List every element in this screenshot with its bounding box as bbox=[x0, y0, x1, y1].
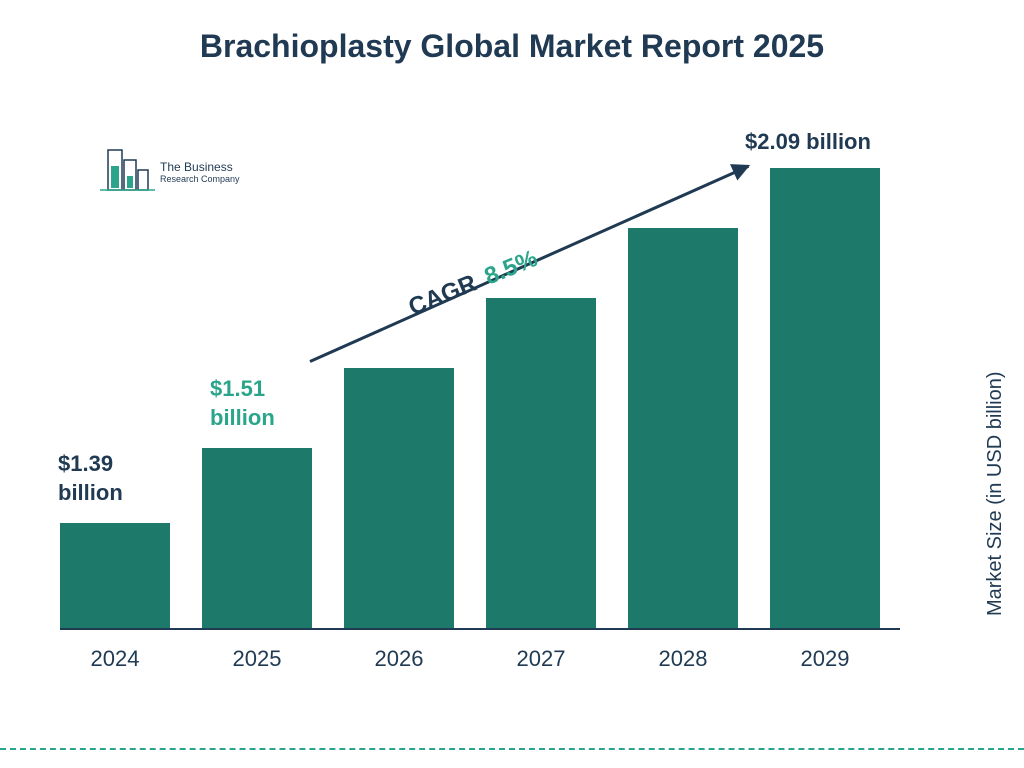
bar-2028 bbox=[628, 228, 738, 628]
xlabel-2027: 2027 bbox=[486, 646, 596, 672]
xlabel-2029: 2029 bbox=[770, 646, 880, 672]
bars-plot-area bbox=[60, 120, 900, 630]
xlabel-2026: 2026 bbox=[344, 646, 454, 672]
bar-2029 bbox=[770, 168, 880, 628]
bar-chart: 2024 2025 2026 2027 2028 2029 bbox=[60, 120, 900, 680]
value-label-2025: $1.51 billion bbox=[210, 375, 300, 432]
bar-2026 bbox=[344, 368, 454, 628]
value-2024-amount: $1.39 bbox=[58, 451, 113, 476]
chart-title: Brachioplasty Global Market Report 2025 bbox=[0, 0, 1024, 65]
value-2024-unit: billion bbox=[58, 480, 123, 505]
bar-2025 bbox=[202, 448, 312, 628]
xlabel-2024: 2024 bbox=[60, 646, 170, 672]
xlabel-2028: 2028 bbox=[628, 646, 738, 672]
value-2025-amount: $1.51 bbox=[210, 376, 265, 401]
bar-2027 bbox=[486, 298, 596, 628]
bottom-dashed-border bbox=[0, 748, 1024, 750]
bar-2024 bbox=[60, 523, 170, 628]
xlabel-2025: 2025 bbox=[202, 646, 312, 672]
value-2029-text: $2.09 billion bbox=[745, 129, 871, 154]
value-label-2024: $1.39 billion bbox=[58, 450, 148, 507]
value-2025-unit: billion bbox=[210, 405, 275, 430]
value-label-2029: $2.09 billion bbox=[745, 128, 925, 157]
y-axis-label: Market Size (in USD billion) bbox=[985, 372, 1008, 617]
